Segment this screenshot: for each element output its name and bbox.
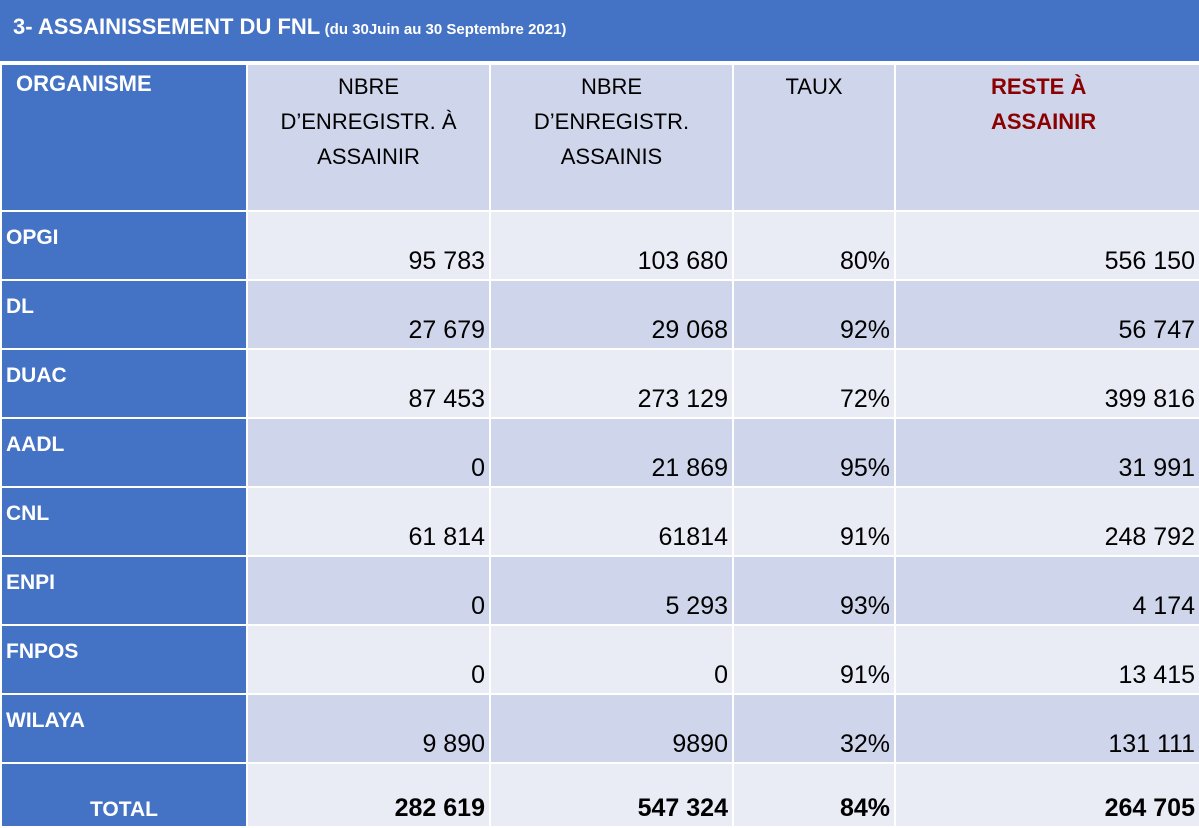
page-title: 3- ASSAINISSEMENT DU FNL (du 30Juin au 3… <box>13 14 566 40</box>
header-assainis-line2: D’ENREGISTR. <box>533 109 690 134</box>
fnl-table: ORGANISME NBRE D’ENREGISTR. À ASSAINIR N… <box>0 63 1199 828</box>
title-subtitle: (du 30Juin au 30 Septembre 2021) <box>324 21 567 38</box>
row-taux: 32% <box>732 693 896 764</box>
header-organisme: ORGANISME <box>0 63 248 212</box>
row-taux: 91% <box>732 486 896 557</box>
row-assainis: 0 <box>489 624 734 695</box>
header-assainis-line3: ASSAINIS <box>560 144 663 169</box>
table-row: CNL 61 814 61814 91% 248 792 <box>0 486 1199 557</box>
header-assainis: NBRE D’ENREGISTR. ASSAINIS <box>489 63 734 212</box>
row-organisme: FNPOS <box>0 624 248 695</box>
row-organisme: OPGI <box>0 210 248 281</box>
row-organisme: WILAYA <box>0 693 248 764</box>
row-assainis: 61814 <box>489 486 734 557</box>
row-a-assainir: 87 453 <box>246 348 491 419</box>
row-organisme: CNL <box>0 486 248 557</box>
header-reste-line1: RESTE À <box>991 74 1087 99</box>
row-organisme: DL <box>0 279 248 350</box>
row-a-assainir: 0 <box>246 624 491 695</box>
row-reste: 248 792 <box>894 486 1199 557</box>
total-label: TOTAL <box>0 762 248 828</box>
row-taux: 80% <box>732 210 896 281</box>
row-taux: 93% <box>732 555 896 626</box>
header-a-assainir-line2: D’ENREGISTR. À <box>280 109 457 134</box>
row-reste: 4 174 <box>894 555 1199 626</box>
table-row: WILAYA 9 890 9890 32% 131 111 <box>0 693 1199 764</box>
table-row: AADL 0 21 869 95% 31 991 <box>0 417 1199 488</box>
row-reste: 131 111 <box>894 693 1199 764</box>
row-organisme: AADL <box>0 417 248 488</box>
title-main: 3- ASSAINISSEMENT DU FNL <box>13 14 321 39</box>
row-a-assainir: 9 890 <box>246 693 491 764</box>
total-assainis: 547 324 <box>489 762 734 828</box>
total-taux: 84% <box>732 762 896 828</box>
row-reste: 13 415 <box>894 624 1199 695</box>
row-a-assainir: 0 <box>246 555 491 626</box>
table-row: FNPOS 0 0 91% 13 415 <box>0 624 1199 695</box>
row-reste: 399 816 <box>894 348 1199 419</box>
row-assainis: 9890 <box>489 693 734 764</box>
header-a-assainir-line1: NBRE <box>337 74 400 99</box>
row-assainis: 21 869 <box>489 417 734 488</box>
row-taux: 72% <box>732 348 896 419</box>
row-assainis: 273 129 <box>489 348 734 419</box>
title-banner: 3- ASSAINISSEMENT DU FNL (du 30Juin au 3… <box>0 0 1199 63</box>
header-reste-line2: ASSAINIR <box>991 109 1097 134</box>
row-assainis: 103 680 <box>489 210 734 281</box>
row-a-assainir: 27 679 <box>246 279 491 350</box>
row-reste: 56 747 <box>894 279 1199 350</box>
row-taux: 91% <box>732 624 896 695</box>
table-row: DUAC 87 453 273 129 72% 399 816 <box>0 348 1199 419</box>
row-a-assainir: 95 783 <box>246 210 491 281</box>
header-row: ORGANISME NBRE D’ENREGISTR. À ASSAINIR N… <box>0 63 1199 212</box>
row-reste: 31 991 <box>894 417 1199 488</box>
header-assainis-line1: NBRE <box>580 74 643 99</box>
table-row: ENPI 0 5 293 93% 4 174 <box>0 555 1199 626</box>
header-reste: RESTE À ASSAINIR <box>894 63 1199 212</box>
row-taux: 92% <box>732 279 896 350</box>
row-a-assainir: 0 <box>246 417 491 488</box>
header-a-assainir-line3: ASSAINIR <box>317 144 420 169</box>
header-taux: TAUX <box>732 63 896 212</box>
row-organisme: ENPI <box>0 555 248 626</box>
row-reste: 556 150 <box>894 210 1199 281</box>
row-a-assainir: 61 814 <box>246 486 491 557</box>
row-assainis: 29 068 <box>489 279 734 350</box>
row-taux: 95% <box>732 417 896 488</box>
table-row: OPGI 95 783 103 680 80% 556 150 <box>0 210 1199 281</box>
total-row: TOTAL 282 619 547 324 84% 264 705 <box>0 762 1199 828</box>
row-assainis: 5 293 <box>489 555 734 626</box>
total-a-assainir: 282 619 <box>246 762 491 828</box>
table-row: DL 27 679 29 068 92% 56 747 <box>0 279 1199 350</box>
header-a-assainir: NBRE D’ENREGISTR. À ASSAINIR <box>246 63 491 212</box>
row-organisme: DUAC <box>0 348 248 419</box>
total-reste: 264 705 <box>894 762 1199 828</box>
